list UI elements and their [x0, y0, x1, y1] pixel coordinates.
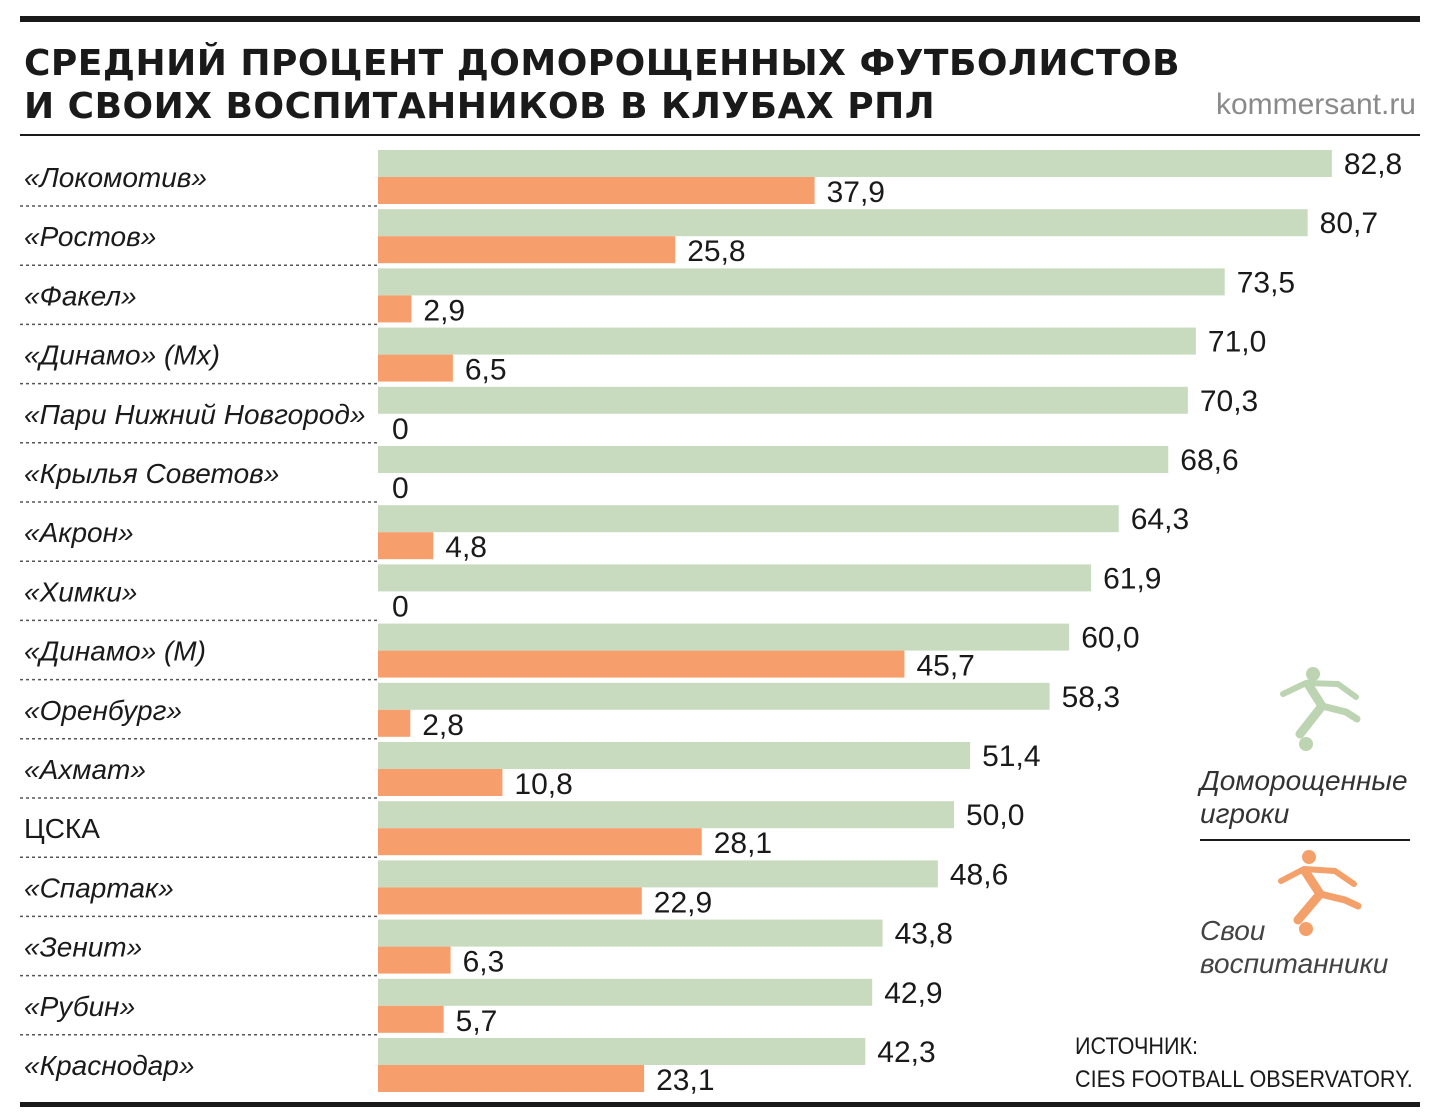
- value-label-own: 6,3: [463, 946, 505, 979]
- category-label: «Спартак»: [24, 872, 174, 903]
- value-label-homegrown: 68,6: [1180, 444, 1238, 477]
- value-label-homegrown: 42,9: [884, 977, 942, 1010]
- category-label: «Крылья Советов»: [24, 458, 279, 489]
- value-label-own: 4,8: [445, 531, 487, 564]
- value-label-homegrown: 61,9: [1103, 562, 1161, 595]
- category-label: «Локомотив»: [24, 162, 207, 193]
- category-label: «Оренбург»: [24, 695, 182, 726]
- value-label-homegrown: 71,0: [1208, 326, 1266, 359]
- value-label-homegrown: 50,0: [966, 799, 1024, 832]
- source-note: ИСТОЧНИК: CIES FOOTBALL OBSERVATORY.: [1075, 1030, 1440, 1096]
- own-player-icon: [1278, 850, 1362, 936]
- homegrown-player-icon: [1280, 667, 1361, 751]
- category-label: «Ростов»: [24, 221, 156, 252]
- bar-own: [378, 177, 815, 204]
- value-label-homegrown: 82,8: [1344, 148, 1402, 181]
- chart-title: СРЕДНИЙ ПРОЦЕНТ ДОМОРОЩЕННЫХ ФУТБОЛИСТОВ…: [24, 42, 1180, 128]
- value-label-own: 2,8: [422, 709, 464, 742]
- bar-own: [378, 1065, 645, 1092]
- value-label-homegrown: 70,3: [1200, 385, 1258, 418]
- value-label-homegrown: 58,3: [1062, 681, 1120, 714]
- bar-own: [378, 887, 642, 915]
- category-label: «Рубин»: [24, 991, 135, 1022]
- bar-homegrown: [378, 564, 1092, 592]
- bar-own: [378, 532, 434, 560]
- category-label: «Зенит»: [24, 932, 142, 963]
- value-label-own: 10,8: [514, 768, 572, 801]
- legend-own-line1: Свои: [1200, 915, 1266, 946]
- value-label-homegrown: 42,3: [877, 1036, 935, 1069]
- value-label-own: 5,7: [456, 1005, 498, 1038]
- top-rule: [20, 16, 1420, 22]
- value-label-homegrown: 43,8: [895, 918, 953, 951]
- bar-homegrown: [378, 860, 938, 888]
- value-label-own: 23,1: [656, 1064, 714, 1097]
- legend: Доморощенные игроки Свои воспитанники: [1197, 667, 1410, 979]
- value-label-homegrown: 80,7: [1320, 207, 1378, 240]
- value-label-own: 22,9: [654, 886, 712, 919]
- bar-homegrown: [378, 1038, 866, 1065]
- bar-homegrown: [378, 801, 954, 829]
- source-label: ИСТОЧНИК:: [1075, 1033, 1199, 1060]
- title-line-1: СРЕДНИЙ ПРОЦЕНТ ДОМОРОЩЕННЫХ ФУТБОЛИСТОВ: [24, 43, 1181, 84]
- bar-homegrown: [378, 978, 873, 1006]
- value-label-homegrown: 73,5: [1237, 266, 1295, 299]
- value-label-own: 2,9: [423, 294, 465, 327]
- value-label-own: 6,5: [465, 354, 507, 387]
- header-rule: [20, 134, 1420, 136]
- bar-homegrown: [378, 919, 883, 947]
- value-label-own: 45,7: [916, 650, 974, 683]
- source-name: CIES FOOTBALL OBSERVATORY.: [1075, 1066, 1413, 1093]
- legend-homegrown-line2: игроки: [1200, 798, 1290, 829]
- category-label: «Краснодар»: [24, 1050, 194, 1081]
- bar-own: [378, 650, 905, 678]
- title-line-2: И СВОИХ ВОСПИТАННИКОВ В КЛУБАХ РПЛ: [24, 86, 936, 127]
- value-label-homegrown: 51,4: [982, 740, 1040, 773]
- bar-homegrown: [378, 446, 1169, 473]
- bar-homegrown: [378, 209, 1308, 237]
- bar-homegrown: [378, 268, 1225, 296]
- bar-own: [378, 1005, 444, 1033]
- bar-own: [378, 828, 702, 856]
- bar-own: [378, 709, 411, 737]
- value-label-own: 0: [392, 590, 409, 623]
- category-label: «Динамо» (М): [24, 636, 206, 667]
- bar-own: [378, 946, 451, 974]
- legend-homegrown-line1: Доморощенные: [1197, 765, 1408, 796]
- category-label: ЦСКА: [24, 813, 100, 844]
- value-label-homegrown: 60,0: [1081, 622, 1139, 655]
- bar-own: [378, 295, 412, 323]
- bar-homegrown: [378, 150, 1332, 177]
- legend-own-line2: воспитанники: [1200, 948, 1389, 979]
- site-name: kommersant.ru: [1215, 88, 1416, 121]
- bar-homegrown: [378, 505, 1119, 533]
- value-label-own: 0: [392, 413, 409, 446]
- value-label-homegrown: 48,6: [950, 858, 1008, 891]
- bottom-rule: [20, 1102, 1420, 1107]
- value-label-homegrown: 64,3: [1131, 503, 1189, 536]
- bar-own: [378, 354, 453, 382]
- value-label-own: 37,9: [827, 176, 885, 209]
- value-label-own: 28,1: [714, 827, 772, 860]
- category-label: «Факел»: [24, 280, 137, 311]
- bar-own: [378, 769, 503, 796]
- category-label: «Динамо» (Мх): [24, 340, 220, 371]
- value-label-own: 0: [392, 472, 409, 505]
- bar-homegrown: [378, 327, 1196, 355]
- category-label: «Химки»: [24, 576, 137, 607]
- category-label: «Пари Нижний Новгород»: [24, 399, 365, 430]
- category-label: «Акрон»: [24, 517, 134, 548]
- bar-homegrown: [378, 682, 1050, 710]
- bar-homegrown: [378, 386, 1188, 414]
- bar-homegrown: [378, 742, 971, 769]
- category-label: «Ахмат»: [24, 754, 146, 785]
- value-label-own: 25,8: [687, 235, 745, 268]
- bar-homegrown: [378, 623, 1070, 651]
- bar-own: [378, 236, 676, 264]
